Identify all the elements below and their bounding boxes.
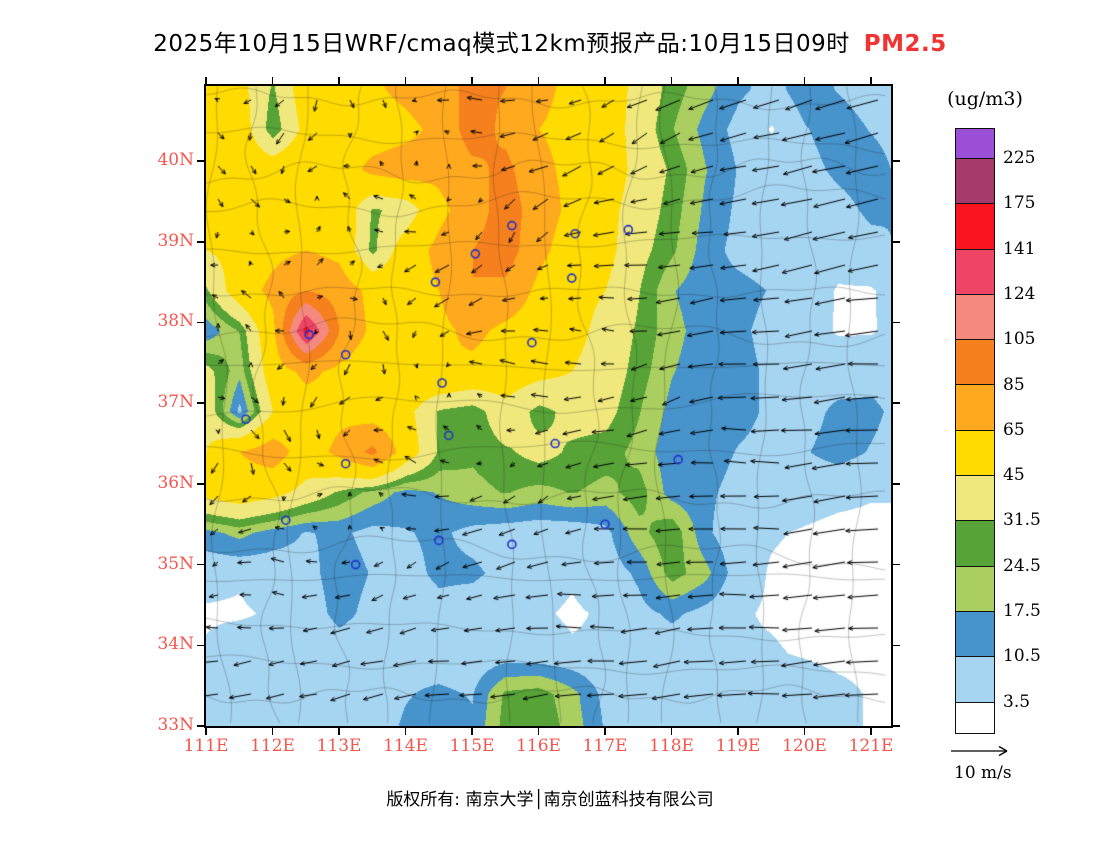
axis-tick — [197, 160, 204, 162]
colorbar-tick-label: 175 — [1003, 193, 1036, 214]
colorbar-cell — [956, 611, 994, 658]
axis-tick — [870, 77, 872, 84]
colorbar-bar — [955, 128, 995, 734]
colorbar-cell — [956, 204, 994, 250]
axis-tick — [471, 728, 473, 735]
axis-tick — [893, 483, 900, 485]
colorbar-cell — [956, 249, 994, 295]
lat-tick-label: 33N — [157, 715, 194, 735]
axis-tick — [893, 563, 900, 566]
axis-tick — [803, 728, 806, 735]
colorbar-cell — [956, 159, 994, 205]
axis-tick — [197, 563, 204, 566]
colorbar-cell — [956, 385, 994, 431]
colorbar-tick-label: 17.5 — [1003, 601, 1041, 621]
axis-tick — [737, 728, 739, 735]
colorbar-cell — [956, 521, 994, 567]
axis-tick — [893, 725, 900, 727]
axis-tick — [404, 728, 407, 735]
axis-tick — [893, 160, 900, 162]
title-pollutant: PM2.5 — [863, 31, 947, 57]
axis-tick — [197, 241, 204, 243]
colorbar-tick-label: 24.5 — [1003, 555, 1041, 576]
axis-tick — [271, 728, 274, 735]
page-title: 2025年10月15日WRF/cmaq模式12km预报产品:10月15日09时 P… — [0, 24, 1100, 58]
axis-tick — [604, 728, 606, 735]
wind-reference-arrow-icon — [951, 745, 1008, 757]
axis-tick — [197, 725, 204, 727]
axis-tick — [537, 77, 540, 84]
lat-tick-label: 38N — [157, 311, 194, 332]
axis-tick — [271, 77, 274, 84]
axis-tick — [870, 728, 872, 735]
wind-legend: 10 m/s — [950, 742, 1040, 783]
colorbar-unit-label: (ug/m3) — [947, 88, 1023, 110]
colorbar-tick-label: 3.5 — [1003, 691, 1031, 712]
lon-tick-label: 120E — [782, 736, 827, 756]
colorbar-cell — [956, 657, 994, 703]
copyright-footer: 版权所有: 南京大学│南京创蓝科技有限公司 — [386, 790, 714, 810]
colorbar-cell — [956, 476, 994, 522]
colorbar-cell — [956, 340, 994, 386]
lon-tick-label: 111E — [183, 736, 229, 756]
axis-tick — [893, 644, 900, 647]
colorbar-cell — [956, 566, 994, 612]
colorbar-tick-label: 45 — [1003, 465, 1025, 486]
axis-tick — [737, 77, 739, 84]
axis-tick — [893, 321, 900, 324]
lon-tick-label: 119E — [715, 736, 761, 756]
colorbar-cell — [956, 294, 994, 341]
lat-tick-label: 35N — [157, 553, 194, 574]
lon-tick-label: 118E — [649, 736, 694, 756]
colorbar-cell — [956, 702, 994, 733]
lon-tick-label: 113E — [316, 736, 362, 756]
lat-tick-label: 34N — [157, 634, 194, 655]
axis-tick — [404, 77, 407, 84]
colorbar-tick-label: 65 — [1003, 419, 1025, 440]
colorbar-tick-label: 124 — [1003, 283, 1036, 304]
axis-tick — [893, 402, 900, 404]
axis-tick — [197, 321, 204, 324]
axis-tick — [205, 77, 207, 84]
lon-tick-label: 117E — [582, 736, 628, 756]
colorbar-tick-label: 85 — [1003, 374, 1025, 395]
axis-tick — [338, 728, 340, 735]
colorbar-tick-label: 141 — [1003, 238, 1036, 259]
title-text: 2025年10月15日WRF/cmaq模式12km预报产品:10月15日09时 — [153, 31, 850, 57]
colorbar-tick-label: 10.5 — [1003, 646, 1041, 667]
map-canvas — [206, 86, 891, 726]
lat-tick-label: 37N — [157, 392, 194, 413]
axis-tick — [197, 402, 204, 404]
lon-tick-label: 114E — [383, 736, 428, 756]
colorbar-cell — [956, 430, 994, 477]
axis-tick — [670, 77, 673, 84]
lon-tick-label: 116E — [516, 736, 561, 756]
axis-tick — [197, 483, 204, 485]
axis-tick — [893, 241, 900, 243]
axis-tick — [205, 728, 207, 735]
lat-tick-label: 40N — [157, 150, 194, 171]
axis-tick — [670, 728, 673, 735]
colorbar-tick-label: 105 — [1003, 329, 1036, 350]
axis-tick — [471, 77, 473, 84]
axis-tick — [197, 644, 204, 647]
axis-tick — [537, 728, 540, 735]
axis-tick — [803, 77, 806, 84]
lat-tick-label: 39N — [157, 230, 194, 251]
lon-tick-label: 115E — [449, 736, 495, 756]
lat-tick-label: 36N — [157, 472, 194, 493]
lon-tick-label: 112E — [250, 736, 295, 756]
lon-tick-label: 121E — [848, 736, 894, 756]
axis-tick — [338, 77, 340, 84]
wind-legend-label: 10 m/s — [954, 763, 1012, 783]
colorbar-tick-label: 31.5 — [1003, 510, 1041, 531]
colorbar-tick-label: 225 — [1003, 148, 1036, 168]
axis-tick — [604, 77, 606, 84]
colorbar-cell — [956, 129, 994, 159]
